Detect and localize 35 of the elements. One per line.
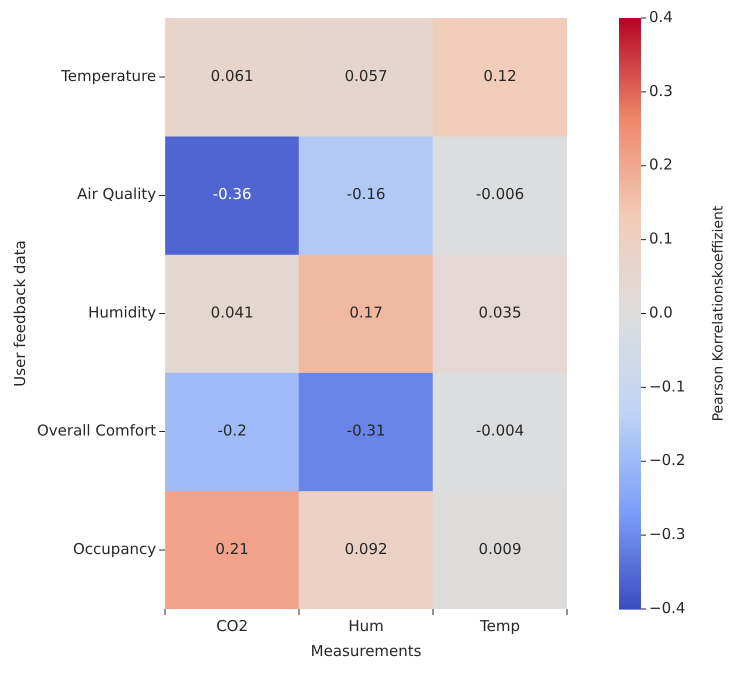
data-label: -0.2 — [217, 422, 247, 440]
data-label: 0.12 — [483, 66, 517, 85]
y-tick-label: Temperature — [60, 66, 156, 85]
x-tick-label: CO2 — [216, 616, 248, 635]
y-tick-label: Humidity — [88, 303, 156, 322]
data-label: 0.21 — [215, 540, 249, 558]
data-label: 0.092 — [344, 540, 388, 558]
data-label: -0.36 — [212, 185, 252, 204]
x-axis-title: Measurements — [310, 642, 422, 660]
y-tick-label: Overall Comfort — [36, 422, 156, 440]
color-bar-title: Pearson Korrelationskoeffizient — [710, 205, 727, 422]
color-bar-label: 0.0 — [649, 303, 673, 322]
data-label: 0.061 — [210, 66, 254, 85]
color-bar-label: −0.4 — [649, 598, 686, 617]
y-tick-label: Air Quality — [77, 185, 156, 204]
data-label: -0.004 — [476, 422, 524, 440]
data-label: 0.009 — [478, 540, 522, 558]
color-bar-label: −0.2 — [649, 451, 686, 470]
x-tick-label: Hum — [348, 616, 384, 635]
color-bar-label: 0.4 — [649, 8, 673, 26]
x-tick-label: Temp — [479, 616, 520, 635]
data-label: 0.041 — [210, 303, 254, 322]
data-label: -0.006 — [476, 185, 524, 204]
data-label: -0.16 — [346, 185, 386, 204]
data-label: 0.035 — [478, 303, 522, 322]
color-bar-label: −0.1 — [649, 377, 686, 396]
data-label: -0.31 — [346, 422, 386, 440]
color-bar-label: 0.1 — [649, 230, 673, 248]
y-tick-label: Occupancy — [72, 540, 156, 558]
data-label: 0.057 — [344, 66, 388, 85]
color-bar-label: 0.3 — [649, 82, 673, 100]
color-bar-label: 0.2 — [649, 156, 673, 174]
data-label: 0.17 — [349, 303, 383, 322]
y-axis-title: User feedback data — [10, 240, 29, 387]
color-bar-label: −0.3 — [649, 525, 686, 544]
